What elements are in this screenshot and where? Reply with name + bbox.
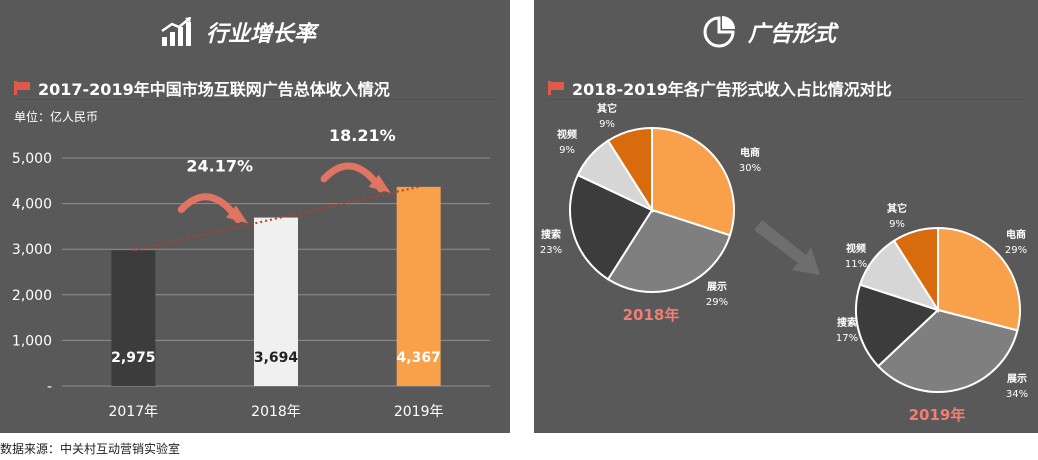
slice-percent: 30% — [739, 163, 761, 174]
ad-format-pie-charts: 电商 30% 展示 29% 搜索 23% 视频 9% 其它 9% 2018年 电商 29% 展示 34% 搜… — [540, 102, 1028, 424]
bar-value-label: 3,694 — [254, 350, 299, 366]
slice-percent: 29% — [706, 297, 728, 308]
y-tick-label: 4,000 — [12, 197, 52, 213]
flag-icon — [14, 81, 30, 95]
unit-label: 单位：亿人民币 — [14, 110, 99, 124]
pie-slice-展示 — [606, 208, 732, 293]
slice-label: 展示 — [1007, 373, 1027, 385]
pie-chart-title: 2018-2019年各广告形式收入占比情况对比 — [548, 76, 892, 100]
slice-percent: 9% — [889, 219, 905, 230]
slice-percent: 9% — [559, 145, 575, 156]
slice-label: 展示 — [707, 281, 727, 293]
slice-label: 电商 — [1006, 228, 1026, 241]
title-divider — [548, 99, 1024, 100]
bar-2017年 — [111, 250, 156, 386]
x-tick-label: 2018年 — [251, 404, 301, 420]
slice-percent: 9% — [599, 119, 615, 130]
x-tick-label: 2019年 — [394, 404, 444, 420]
ad-format-header: 广告形式 — [702, 10, 836, 54]
bar-value-label: 2,975 — [111, 350, 155, 366]
pie-slice-其它 — [892, 226, 939, 314]
bar-trend-icon — [161, 17, 191, 46]
pie-chart-icon — [703, 16, 735, 48]
slice-percent: 11% — [845, 259, 867, 270]
growth-header-text: 行业增长率 — [206, 22, 317, 47]
y-tick-label: 2,000 — [12, 288, 52, 304]
slice-label: 电商 — [740, 146, 760, 159]
slice-percent: 23% — [540, 245, 562, 256]
slice-label: 搜索 — [541, 228, 561, 241]
revenue-bar-chart: - 1,000 2,000 3,000 4,000 5,000 2017年 2018年 201… — [12, 126, 490, 420]
pie-slice-电商 — [651, 126, 735, 237]
slice-percent: 34% — [1006, 389, 1028, 400]
slice-percent: 29% — [1005, 245, 1027, 256]
y-tick-label: 1,000 — [12, 333, 52, 349]
growth-panel: 行业增长率 2017-2019年中国市场互联网广告总体收入情况 单位：亿人民币 … — [0, 0, 510, 433]
slice-label: 视频 — [846, 242, 866, 255]
pie-slice-其它 — [606, 126, 653, 214]
ad-format-panel: 广告形式 2018-2019年各广告形式收入占比情况对比 电商 30% 展示 29% 搜… — [534, 0, 1038, 433]
trend-line — [133, 185, 419, 252]
bar-value-label: 4,367 — [397, 350, 441, 366]
transition-arrow-icon — [754, 220, 820, 275]
y-tick-label: 3,000 — [12, 242, 52, 258]
growth-header: 行业增长率 — [160, 10, 316, 54]
pie-chart-title-text: 2018-2019年各广告形式收入占比情况对比 — [572, 80, 892, 99]
slice-label: 其它 — [887, 202, 907, 215]
slice-label: 其它 — [597, 102, 617, 115]
pie-slice-展示 — [876, 308, 1019, 393]
growth-rate-label: 24.17% — [186, 157, 253, 176]
y-tick-label: - — [47, 379, 52, 395]
pie-slice-电商 — [937, 226, 1021, 332]
data-source: 数据来源：中关村互动营销实验室 — [0, 442, 181, 456]
flag-icon — [548, 81, 564, 95]
bar-chart-title: 2017-2019年中国市场互联网广告总体收入情况 — [14, 76, 390, 100]
bar-chart-title-text: 2017-2019年中国市场互联网广告总体收入情况 — [38, 80, 390, 99]
slice-percent: 17% — [836, 333, 858, 344]
bar-2018年 — [254, 217, 298, 386]
slice-label: 视频 — [557, 128, 577, 141]
slice-label: 搜索 — [837, 316, 857, 329]
title-divider — [14, 99, 496, 100]
growth-arrow-head — [368, 174, 391, 193]
growth-arrow-head — [226, 205, 248, 224]
bar-2019年 — [396, 186, 441, 386]
x-tick-label: 2017年 — [109, 404, 159, 420]
pie-year-title: 2019年 — [909, 406, 966, 424]
pie-slice-搜索 — [855, 283, 940, 368]
pie-year-title: 2018年 — [623, 306, 680, 324]
growth-rate-label: 18.21% — [329, 126, 396, 145]
ad-format-header-text: 广告形式 — [748, 22, 837, 47]
y-tick-label: 5,000 — [12, 151, 52, 167]
